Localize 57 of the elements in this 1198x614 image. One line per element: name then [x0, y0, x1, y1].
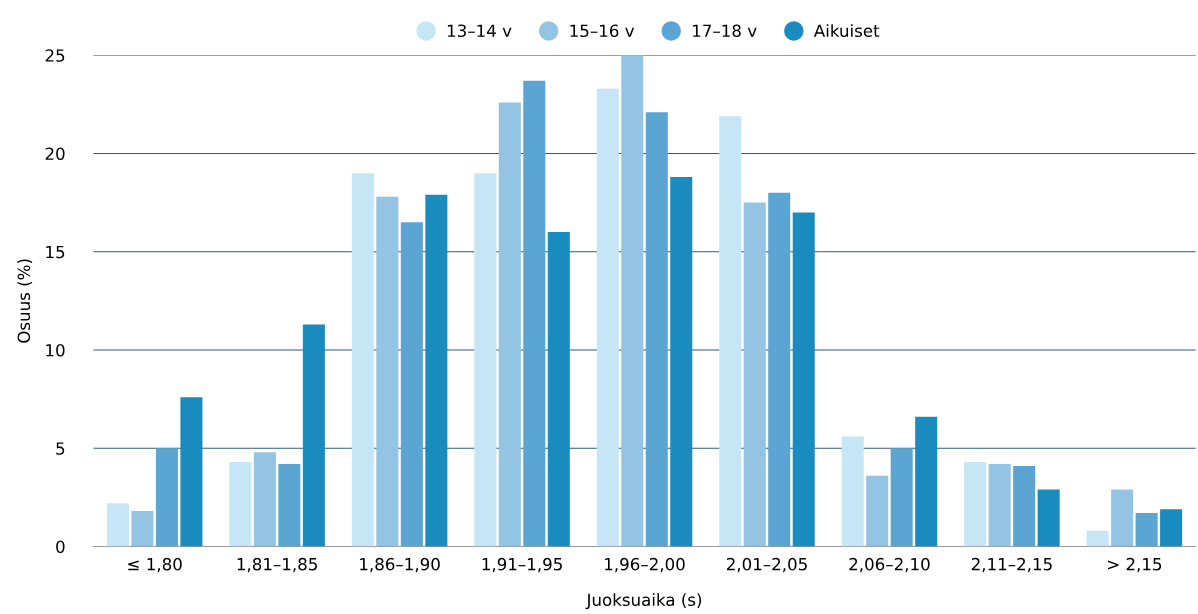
- bar: [768, 192, 791, 547]
- x-tick-label: 2,11–2,15: [971, 557, 1052, 573]
- bar: [253, 452, 276, 547]
- bar: [376, 196, 399, 547]
- bar: [229, 461, 252, 547]
- x-tick-label: 1,86–1,90: [360, 557, 440, 573]
- y-tick-label: 15: [46, 245, 65, 259]
- bar: [1111, 489, 1134, 547]
- x-tick-label: 2,06–2,10: [849, 557, 930, 573]
- bar: [670, 177, 693, 547]
- bar: [106, 503, 129, 547]
- bar: [498, 102, 521, 547]
- bar: [1135, 513, 1158, 547]
- bar: [474, 173, 497, 547]
- bar: [547, 232, 570, 547]
- legend-label: Aikuiset: [813, 24, 880, 38]
- bar: [523, 80, 546, 547]
- y-tick-label: 25: [45, 49, 65, 62]
- bar: [645, 112, 668, 547]
- legend-label: 17–18 v: [693, 24, 757, 38]
- bar: [964, 461, 987, 547]
- bar: [400, 222, 423, 547]
- bar: [351, 173, 374, 547]
- bar: [425, 194, 448, 547]
- bar: [792, 212, 815, 547]
- bar: [155, 448, 178, 547]
- bar: [131, 511, 154, 547]
- x-tick-label: 1,91–1,95: [482, 557, 562, 573]
- legend-label: 13–14 v: [447, 24, 512, 38]
- bar: [719, 116, 742, 547]
- bar: [1013, 465, 1036, 547]
- x-tick-label: 1,81–1,85: [237, 557, 317, 573]
- y-axis-title: Osuus (%): [17, 259, 33, 343]
- bar: [915, 416, 938, 547]
- bar: [988, 463, 1011, 547]
- bar: [278, 463, 301, 547]
- bar: [1160, 509, 1183, 547]
- x-tick-label: ≤ 1,80: [128, 557, 182, 573]
- y-tick-label: 10: [46, 343, 65, 357]
- x-axis-title: Juoksuaika (s): [585, 593, 702, 610]
- x-tick-label: > 2,15: [1107, 557, 1162, 573]
- bar: [1037, 489, 1060, 547]
- x-tick-label: 2,01–2,05: [726, 557, 807, 573]
- bar: [866, 475, 889, 547]
- bar: [841, 436, 864, 547]
- y-tick-label: 5: [56, 442, 65, 455]
- bar: [743, 202, 766, 547]
- bar: [890, 448, 913, 547]
- bar: [621, 55, 644, 547]
- x-tick-label: 1,96–2,00: [605, 557, 685, 573]
- y-tick-label: 20: [45, 147, 65, 161]
- y-tick-label: 0: [56, 540, 65, 554]
- bar: [180, 397, 203, 547]
- legend-label: 15–16 v: [570, 24, 635, 38]
- bar: [1086, 530, 1109, 547]
- bar: [302, 324, 325, 547]
- bar: [596, 88, 619, 547]
